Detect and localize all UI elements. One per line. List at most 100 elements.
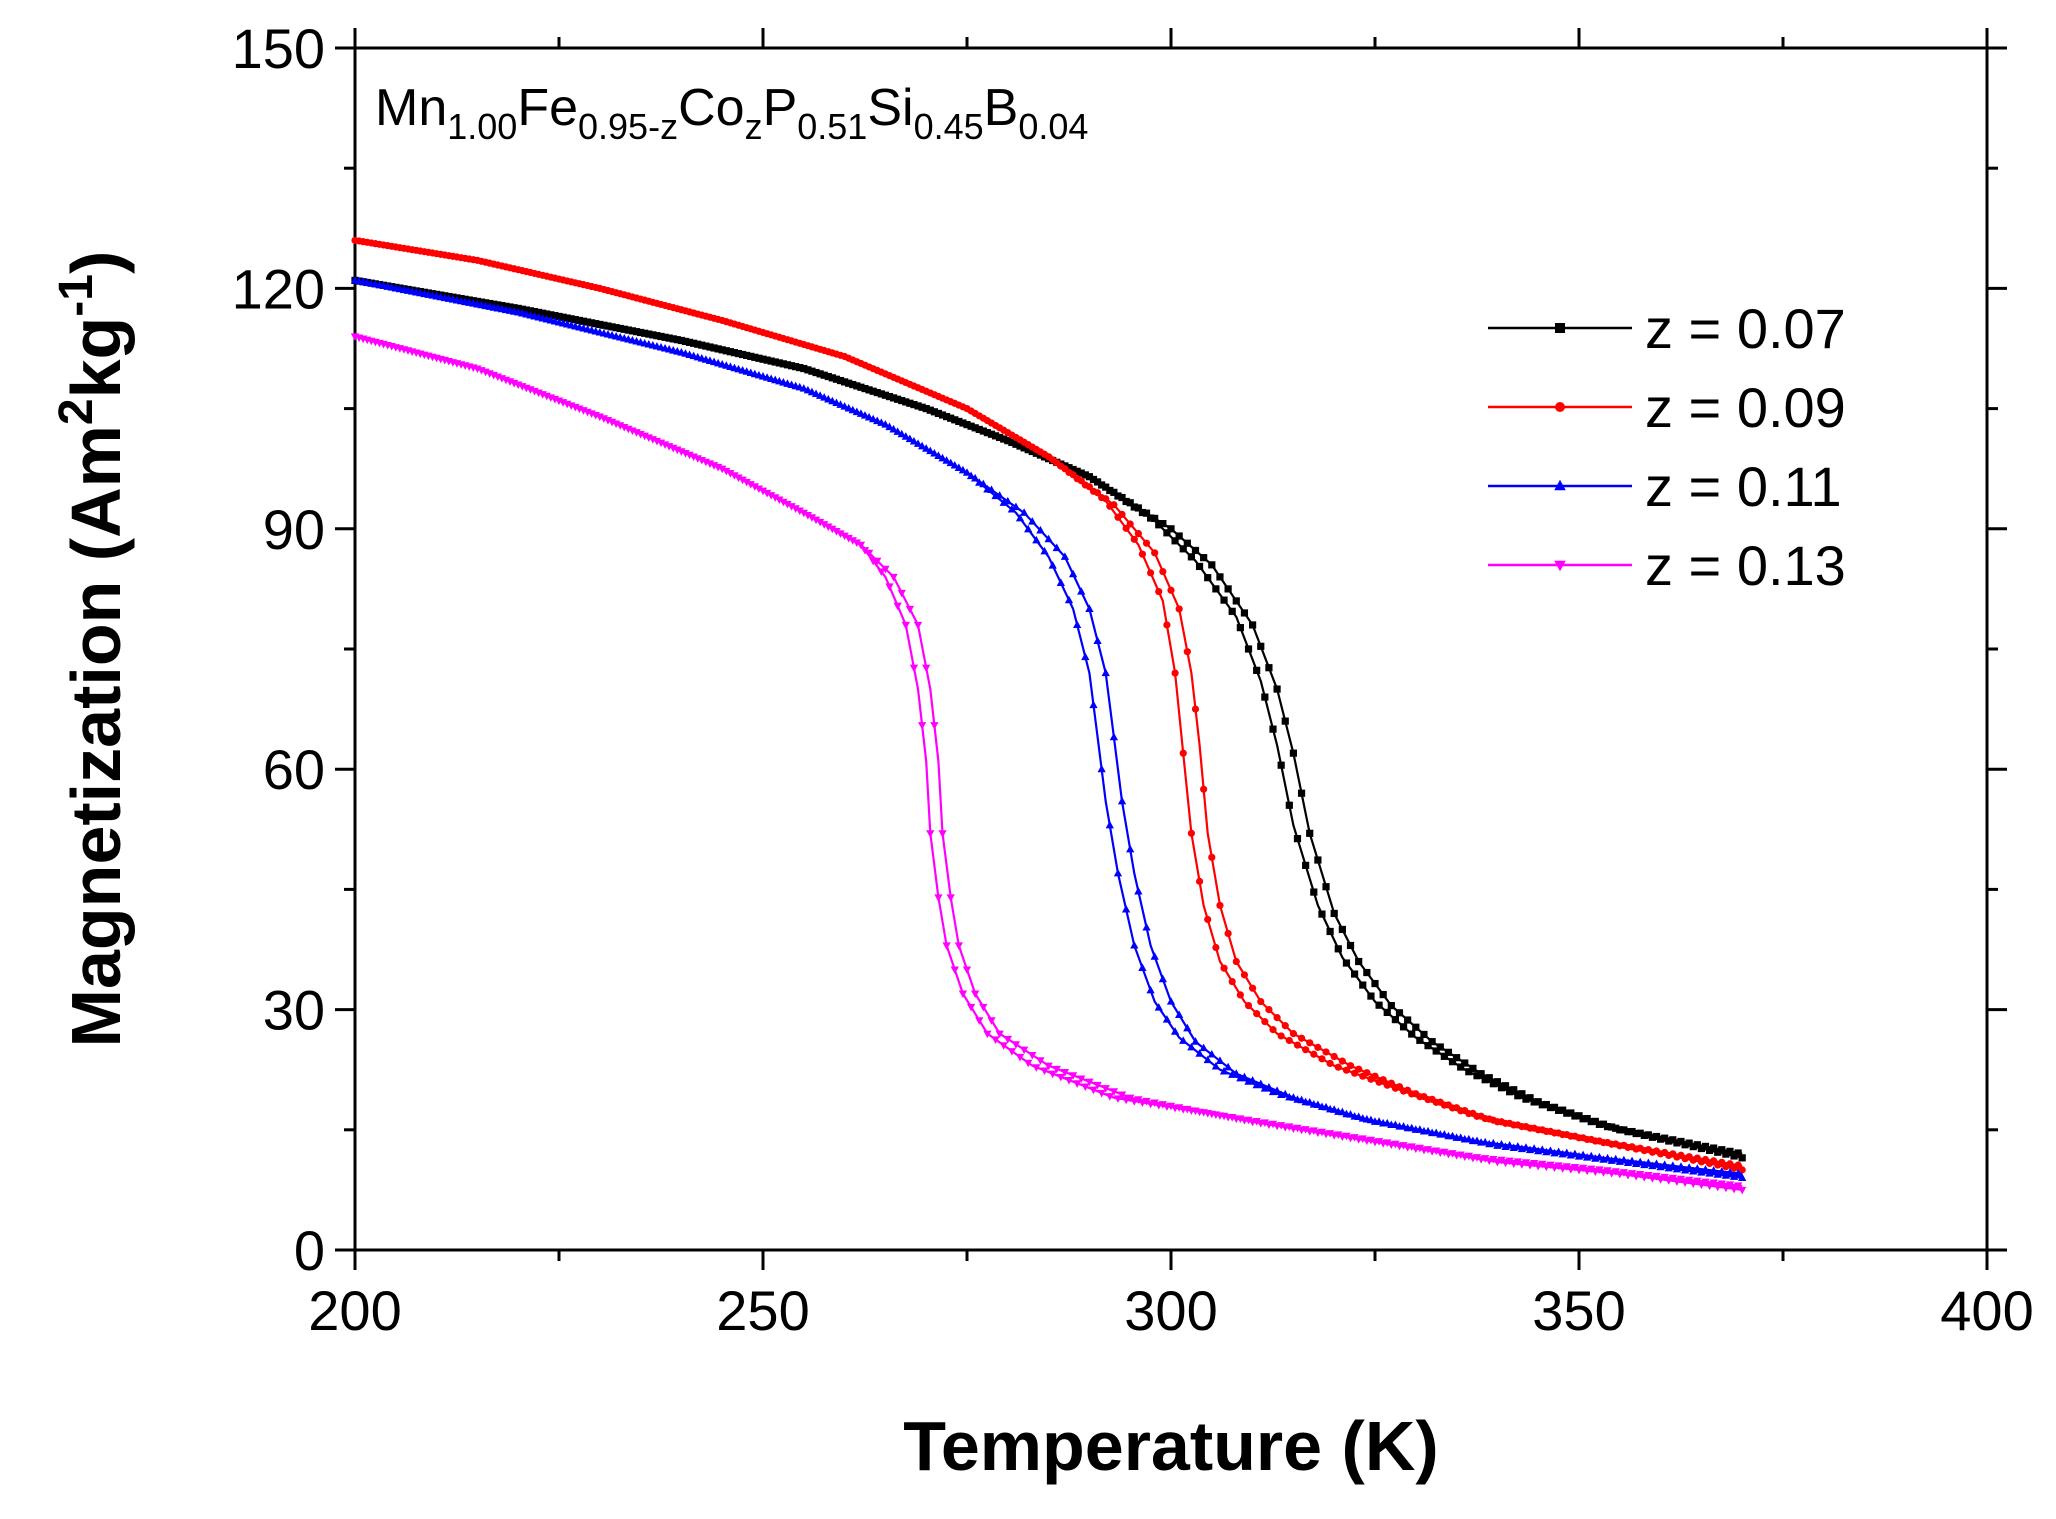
- data-point: [551, 274, 559, 282]
- data-point: [1019, 508, 1029, 516]
- data-point: [954, 942, 963, 950]
- data-point: [477, 367, 486, 375]
- data-point: [1636, 1129, 1644, 1137]
- data-point: [779, 378, 788, 386]
- data-point: [1603, 1123, 1612, 1131]
- series-z-0-09: [351, 236, 1746, 1174]
- data-point: [1371, 979, 1379, 988]
- data-point: [1506, 1088, 1514, 1096]
- data-point: [1628, 1143, 1636, 1151]
- data-point: [844, 403, 853, 412]
- data-point: [1032, 449, 1040, 457]
- data-point: [1040, 1067, 1049, 1076]
- data-point: [1685, 1153, 1693, 1161]
- data-point: [1664, 1163, 1673, 1172]
- data-point: [1619, 1155, 1629, 1164]
- data-point: [1367, 992, 1375, 1000]
- data-point: [894, 395, 902, 403]
- data-point: [1147, 569, 1155, 577]
- data-point: [852, 539, 861, 548]
- data-point: [1351, 1069, 1359, 1077]
- data-point: [1485, 1074, 1493, 1082]
- data-point: [395, 345, 405, 353]
- data-point: [1636, 1171, 1645, 1179]
- data-point: [1473, 1072, 1481, 1080]
- data-point: [1407, 1143, 1416, 1151]
- data-point: [1138, 1099, 1147, 1107]
- data-point: [1522, 1095, 1530, 1103]
- data-point: [1676, 1162, 1686, 1170]
- data-point: [828, 349, 836, 357]
- data-point: [836, 351, 845, 359]
- data-point: [1408, 1030, 1416, 1038]
- data-point: [395, 284, 405, 293]
- data-point: [673, 336, 681, 344]
- data-point: [1555, 1129, 1563, 1137]
- data-point: [869, 557, 878, 566]
- data-point: [1158, 974, 1167, 983]
- data-point: [1374, 1117, 1384, 1125]
- data-point: [1677, 1137, 1685, 1146]
- data-point: [747, 352, 755, 360]
- data-point: [1489, 1138, 1498, 1147]
- data-point: [869, 387, 877, 395]
- data-point: [852, 407, 861, 416]
- data-point: [510, 265, 518, 273]
- data-point: [1538, 1145, 1547, 1153]
- data-point: [926, 389, 934, 397]
- data-point: [697, 354, 706, 362]
- data-point: [1126, 1094, 1135, 1103]
- data-point: [730, 472, 739, 480]
- data-point: [379, 241, 388, 249]
- data-point: [575, 405, 584, 414]
- data-point: [1159, 567, 1167, 576]
- data-point: [1175, 605, 1183, 613]
- data-point: [1738, 1166, 1746, 1174]
- data-point: [877, 418, 886, 426]
- data-point: [1081, 652, 1090, 661]
- data-point: [1481, 1137, 1490, 1146]
- data-point: [1432, 1147, 1441, 1156]
- data-point: [1215, 1056, 1225, 1064]
- data-point: [1481, 1155, 1490, 1163]
- data-point: [795, 382, 804, 391]
- data-point: [1489, 1080, 1497, 1088]
- data-point: [1260, 1119, 1269, 1127]
- data-point: [1016, 442, 1024, 450]
- data-point: [1705, 1182, 1714, 1191]
- y-tick-label: 60: [263, 738, 325, 801]
- data-point: [1432, 1098, 1440, 1106]
- data-point: [1705, 1169, 1714, 1177]
- data-point: [1612, 1140, 1620, 1148]
- data-point: [1404, 1016, 1412, 1024]
- data-point: [1424, 1042, 1432, 1050]
- data-point: [583, 408, 592, 417]
- data-point: [1040, 450, 1049, 458]
- data-point: [1236, 991, 1244, 999]
- data-point: [950, 460, 959, 469]
- data-point: [1073, 1080, 1082, 1088]
- data-point: [1122, 524, 1130, 532]
- data-point: [812, 344, 820, 352]
- data-point: [1252, 1118, 1261, 1126]
- data-point: [1550, 1103, 1559, 1111]
- data-point: [681, 337, 690, 346]
- data-point: [705, 356, 715, 364]
- data-point: [853, 358, 861, 366]
- data-point: [1065, 468, 1073, 477]
- data-point: [1730, 1152, 1738, 1160]
- data-point: [1317, 1102, 1327, 1111]
- data-point: [1151, 514, 1159, 522]
- data-point: [1538, 1126, 1546, 1134]
- data-point: [1725, 1181, 1735, 1189]
- data-point: [1191, 705, 1200, 713]
- data-point: [1008, 431, 1016, 439]
- data-point: [1098, 494, 1106, 502]
- data-point: [1489, 1155, 1498, 1164]
- data-point: [1473, 1112, 1481, 1120]
- data-point: [452, 360, 462, 368]
- data-point: [1325, 1104, 1335, 1113]
- data-point: [1073, 620, 1082, 629]
- data-point: [1024, 524, 1033, 533]
- data-point: [1195, 1108, 1204, 1117]
